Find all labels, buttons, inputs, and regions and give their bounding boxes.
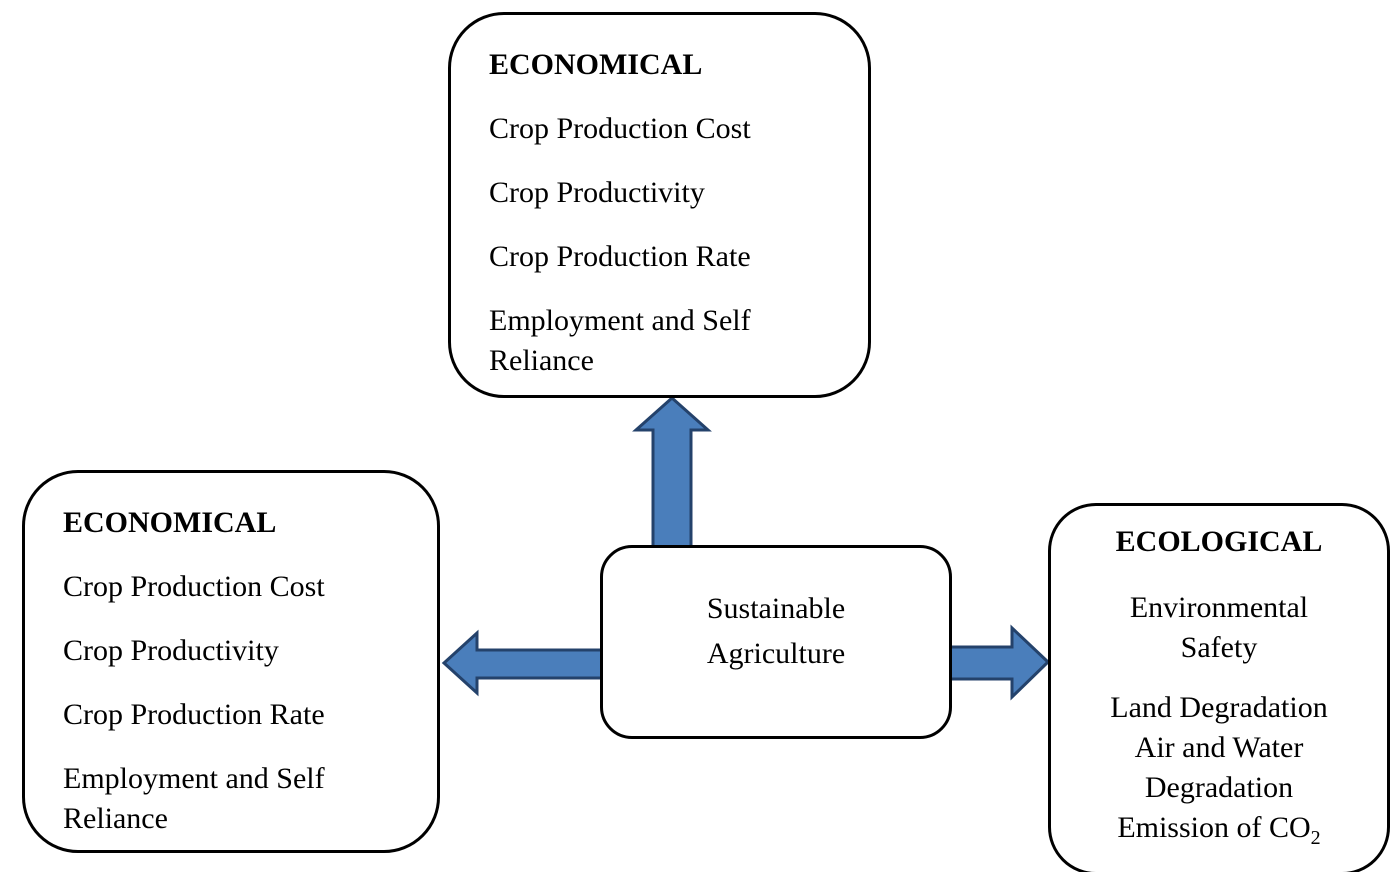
ecological-line-safety: Safety (1180, 631, 1258, 664)
economical-left-item-crop-productivity: Crop Productivity (63, 634, 279, 667)
ecological-line-emission-co2: Emission of CO2 (1069, 808, 1369, 858)
sustainable-agriculture-box: Sustainable Agriculture (600, 545, 952, 739)
economical-left-title: ECONOMICAL (63, 506, 277, 539)
economical-left-item-employment-self-reliance: Employment and Self Reliance (63, 762, 325, 835)
economical-left-item-crop-production-rate: Crop Production Rate (63, 698, 325, 731)
ecological-line-degradation: Degradation (1144, 771, 1294, 804)
ecological-title: ECOLOGICAL (1115, 525, 1323, 558)
ecological-line-air-and-water: Air and Water (1134, 731, 1304, 764)
ecological-box: ECOLOGICAL Environmental Safety Land Deg… (1048, 503, 1390, 872)
emission-subscript: 2 (1310, 827, 1321, 849)
ecological-group-environmental-safety: Environmental Safety (1069, 588, 1369, 668)
economical-left-item-crop-production-cost: Crop Production Cost (63, 570, 325, 603)
economical-top-item-crop-production-rate: Crop Production Rate (489, 240, 751, 273)
economical-top-box: ECONOMICAL Crop Production Cost Crop Pro… (448, 12, 871, 398)
up-arrow-icon (632, 395, 712, 550)
economical-top-item-crop-production-cost: Crop Production Cost (489, 112, 751, 145)
ecological-group-degradation: Land Degradation Air and Water Degradati… (1069, 688, 1369, 858)
economical-top-title: ECONOMICAL (489, 48, 703, 81)
economical-left-box: ECONOMICAL Crop Production Cost Crop Pro… (22, 470, 440, 853)
center-line-agriculture: Agriculture (706, 637, 846, 670)
economical-top-item-employment-self-reliance: Employment and Self Reliance (489, 304, 751, 377)
emission-text: Emission of CO (1117, 811, 1311, 844)
ecological-line-environmental: Environmental (1129, 591, 1309, 624)
center-line-sustainable: Sustainable (706, 592, 846, 625)
right-arrow-icon (948, 624, 1051, 701)
ecological-line-land-degradation: Land Degradation (1110, 691, 1328, 724)
economical-top-item-crop-productivity: Crop Productivity (489, 176, 705, 209)
left-arrow-icon (441, 629, 604, 697)
